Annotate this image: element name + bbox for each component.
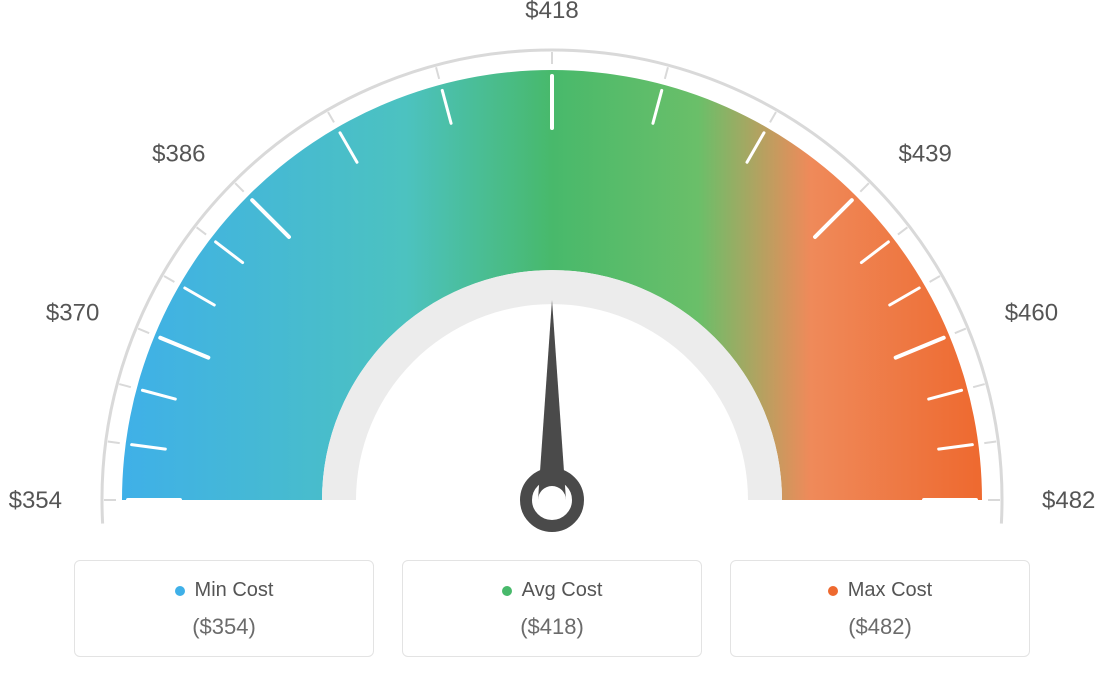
gauge-chart: $354 $370 $386 $418 $439 $460 $482	[0, 0, 1104, 560]
legend-label-avg: Avg Cost	[522, 579, 603, 602]
legend-label-min: Min Cost	[195, 579, 274, 602]
svg-text:$418: $418	[525, 0, 578, 24]
svg-text:$439: $439	[898, 141, 951, 168]
legend-row: Min Cost ($354) Avg Cost ($418) Max Cost…	[0, 560, 1104, 677]
svg-text:$460: $460	[1005, 299, 1058, 326]
legend-card-max: Max Cost ($482)	[730, 560, 1030, 657]
svg-text:$386: $386	[152, 141, 205, 168]
dot-avg	[502, 586, 512, 596]
legend-card-min: Min Cost ($354)	[74, 560, 374, 657]
dot-max	[828, 586, 838, 596]
legend-label-max: Max Cost	[848, 579, 932, 602]
svg-text:$482: $482	[1042, 487, 1095, 514]
legend-value-min: ($354)	[87, 614, 361, 640]
svg-text:$370: $370	[46, 299, 99, 326]
svg-text:$354: $354	[9, 487, 62, 514]
dot-min	[175, 586, 185, 596]
legend-value-avg: ($418)	[415, 614, 689, 640]
legend-card-avg: Avg Cost ($418)	[402, 560, 702, 657]
legend-value-max: ($482)	[743, 614, 1017, 640]
